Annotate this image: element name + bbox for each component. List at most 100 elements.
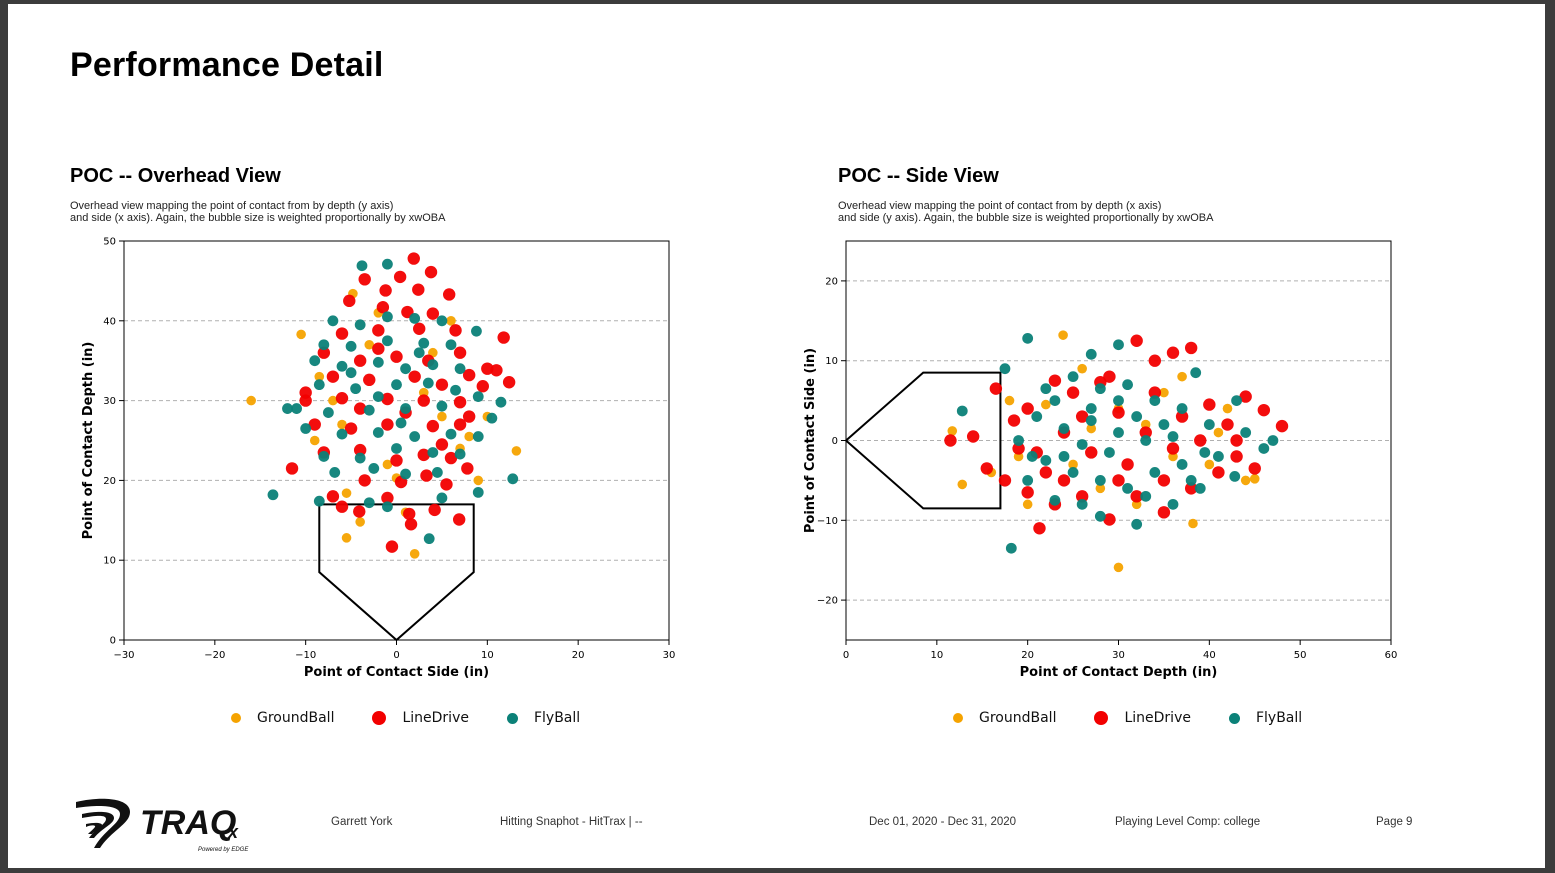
overhead-view-legend: GroundBall LineDrive FlyBall [231, 710, 618, 726]
point-flyball [382, 335, 393, 347]
x-tick-label: 10 [930, 650, 943, 661]
legend-item-groundball: GroundBall [231, 710, 334, 726]
point-flyball [1231, 395, 1242, 406]
point-flyball [418, 337, 430, 349]
point-flyball [1267, 435, 1279, 446]
point-flyball [329, 467, 341, 478]
point-linedrive [481, 362, 494, 375]
point-linedrive [353, 443, 367, 457]
point-flyball [1213, 451, 1224, 462]
point-linedrive [381, 392, 394, 406]
point-flyball [1185, 475, 1197, 486]
point-flyball [1194, 482, 1206, 494]
point-flyball [450, 384, 461, 396]
point-linedrive [435, 438, 449, 451]
point-flyball [354, 319, 366, 331]
point-linedrive [1194, 434, 1207, 447]
point-groundball [341, 488, 352, 498]
point-linedrive [1166, 346, 1180, 359]
point-flyball [309, 355, 321, 367]
point-linedrive [404, 518, 418, 531]
point-flyball [1190, 367, 1202, 379]
side-view-legend: GroundBall LineDrive FlyBall [953, 710, 1340, 726]
footer-page: Page 9 [1376, 816, 1413, 828]
point-flyball [391, 379, 402, 391]
point-flyball [1158, 419, 1170, 430]
home-plate-outline [844, 371, 1002, 510]
point-flyball [486, 412, 498, 424]
point-flyball [445, 428, 457, 440]
point-flyball [1094, 383, 1106, 395]
y-tick-label: −20 [817, 596, 838, 607]
legend-label-groundball: GroundBall [257, 710, 335, 726]
linedrive-marker-icon [1094, 711, 1109, 725]
point-flyball [1058, 423, 1070, 434]
point-linedrive [440, 478, 453, 491]
point-linedrive [1275, 419, 1289, 433]
point-linedrive [449, 324, 462, 337]
point-flyball [1058, 451, 1070, 462]
point-flyball [472, 486, 484, 498]
y-tick-label: 10 [103, 556, 116, 567]
point-linedrive [353, 505, 366, 518]
point-groundball [296, 329, 306, 340]
x-tick-label: 40 [1203, 650, 1216, 661]
point-groundball [1077, 363, 1087, 374]
point-linedrive [989, 382, 1003, 395]
point-flyball [999, 363, 1011, 375]
legend-item-groundball: GroundBall [953, 710, 1056, 726]
point-linedrive [1033, 522, 1046, 535]
point-groundball [328, 395, 338, 406]
point-flyball [956, 405, 968, 417]
point-linedrive [335, 327, 349, 340]
y-tick-label: 50 [103, 237, 116, 248]
point-groundball [1213, 427, 1224, 438]
point-flyball [1149, 395, 1161, 406]
side-view-description: Overhead view mapping the point of conta… [838, 200, 1318, 224]
point-flyball [372, 391, 384, 403]
point-flyball [300, 423, 312, 434]
point-groundball [1004, 395, 1015, 406]
point-linedrive [1230, 434, 1243, 447]
point-flyball [436, 315, 448, 327]
flyball-marker-icon [1228, 712, 1240, 724]
point-groundball [1095, 483, 1106, 494]
y-tick-label: 0 [110, 636, 116, 647]
point-flyball [1040, 383, 1052, 395]
point-linedrive [424, 265, 438, 279]
point-flyball [1067, 467, 1079, 478]
x-tick-label: 60 [1385, 650, 1398, 661]
y-axis-label: Point of Contact Depth (in) [81, 342, 96, 540]
point-linedrive [1248, 462, 1261, 475]
point-flyball [436, 400, 448, 412]
y-axis-label: Point of Contact Side (in) [803, 348, 818, 533]
groundball-marker-icon [953, 713, 963, 723]
point-flyball [1067, 371, 1079, 383]
point-linedrive [453, 395, 467, 409]
point-linedrive [412, 283, 425, 296]
point-flyball [400, 468, 411, 480]
point-linedrive [497, 331, 510, 344]
point-groundball [1058, 330, 1068, 340]
point-flyball [354, 452, 366, 464]
traqx-logo: TRAQ x Powered by EDGE [76, 798, 249, 853]
point-flyball [391, 443, 402, 454]
x-tick-label: 30 [1112, 650, 1125, 661]
point-flyball [1131, 518, 1143, 530]
point-flyball [413, 347, 425, 359]
point-linedrive [420, 469, 433, 482]
x-tick-label: −30 [113, 650, 134, 661]
point-linedrive [417, 394, 430, 407]
point-linedrive [353, 354, 367, 367]
overhead-desc-line1: Overhead view mapping the point of conta… [70, 200, 394, 212]
legend-label-linedrive: LineDrive [1124, 710, 1191, 726]
point-linedrive [326, 490, 340, 503]
point-flyball [1031, 411, 1043, 422]
point-linedrive [1103, 370, 1116, 383]
point-flyball [423, 533, 435, 545]
legend-item-flyball: FlyBall [506, 710, 580, 726]
point-flyball [1149, 467, 1161, 478]
x-tick-label: 10 [481, 650, 494, 661]
point-groundball [1113, 562, 1124, 573]
point-flyball [1049, 395, 1061, 406]
